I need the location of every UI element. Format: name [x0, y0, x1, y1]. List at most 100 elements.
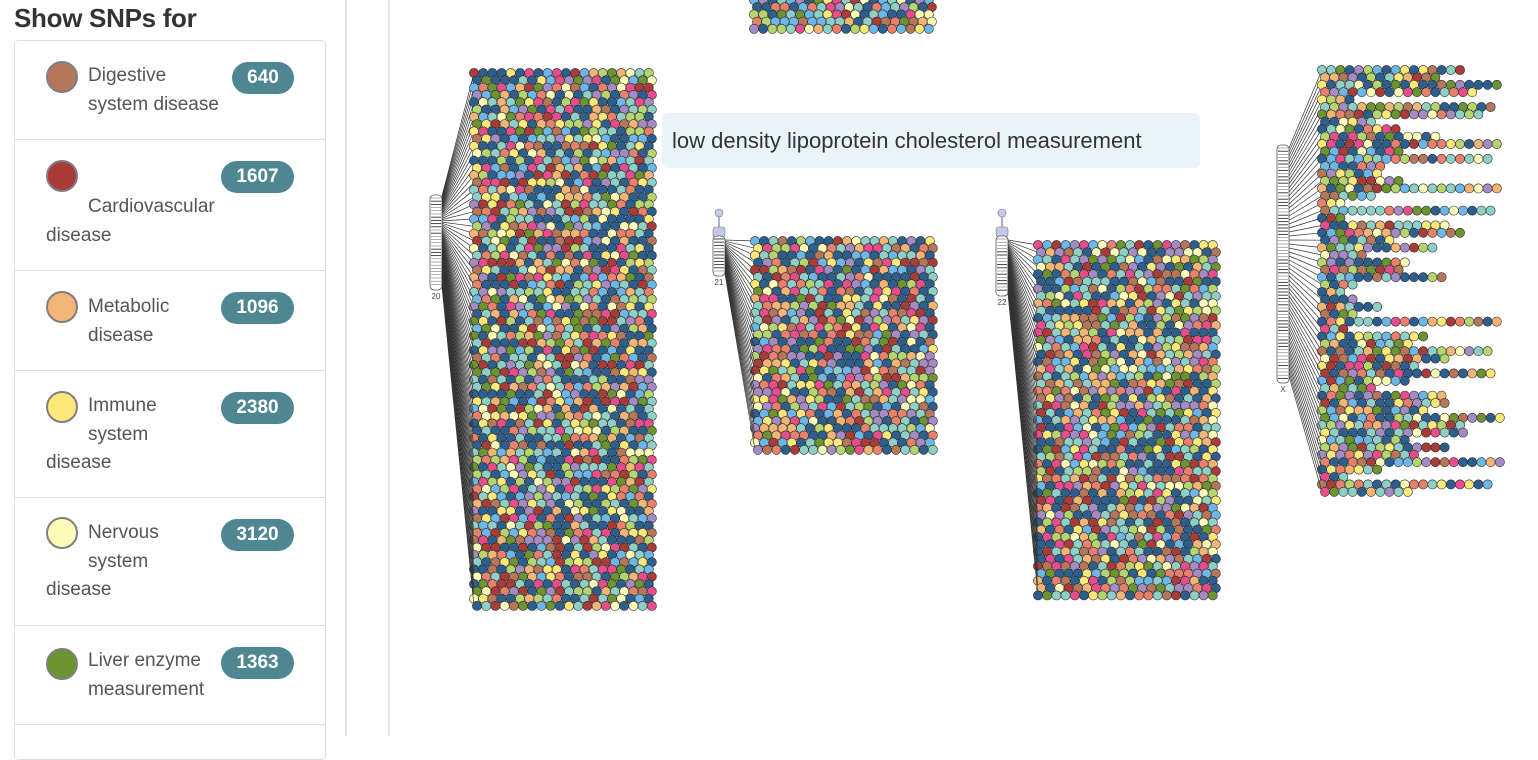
snp-dot	[1495, 458, 1504, 467]
snp-dot	[629, 601, 638, 610]
snp-dot	[887, 24, 896, 33]
filter-item-digestive[interactable]: Digestive system disease 640	[15, 41, 325, 140]
snp-dot	[897, 24, 906, 33]
snp-dot	[1458, 458, 1467, 467]
snp-dot	[906, 24, 915, 33]
snp-cluster[interactable]	[442, 68, 656, 610]
snp-dot	[1376, 88, 1385, 97]
snp-dot	[1373, 184, 1382, 193]
filter-label-line: system	[88, 547, 148, 576]
snp-cluster[interactable]	[749, 0, 936, 33]
snp-dot	[1468, 458, 1477, 467]
snp-dot	[1422, 458, 1431, 467]
immune-swatch	[46, 391, 78, 423]
snp-dot	[864, 445, 873, 454]
snp-dot	[1437, 154, 1446, 163]
count-badge: 1363	[221, 647, 294, 679]
snp-dot	[1486, 102, 1495, 111]
snp-dot	[1422, 443, 1431, 452]
snp-dot	[1468, 206, 1477, 215]
snp-dot	[836, 445, 845, 454]
snp-dot	[1400, 139, 1409, 148]
snp-dot	[1458, 369, 1467, 378]
filter-item-liver[interactable]: Liver enzyme measurement 1363	[15, 626, 325, 725]
snp-dot	[1477, 206, 1486, 215]
snp-dot	[1486, 206, 1495, 215]
snp-dot	[1449, 206, 1458, 215]
snp-dot	[1330, 487, 1339, 496]
chromosome-ideogram[interactable]: 22	[996, 236, 1008, 307]
snp-dot	[1422, 428, 1431, 437]
snp-dot	[1382, 273, 1391, 282]
snp-dot	[1431, 443, 1440, 452]
snp-dot	[1348, 280, 1357, 289]
filter-item-metabolic[interactable]: Metabolic disease 1096	[15, 271, 325, 371]
snp-dot	[1400, 273, 1409, 282]
snp-ideogram-svg[interactable]: 20 21 22 X	[390, 0, 1538, 736]
filter-label-line: Nervous	[88, 518, 159, 547]
snp-dot	[790, 445, 799, 454]
snp-dot	[772, 445, 781, 454]
snp-dot	[1428, 139, 1437, 148]
snp-cluster[interactable]	[725, 236, 937, 454]
snp-dot	[1428, 228, 1437, 237]
chromosome-ideogram[interactable]: 21	[713, 236, 725, 287]
snp-dot	[1486, 413, 1495, 422]
nervous-swatch	[46, 517, 78, 549]
snp-dot	[1492, 317, 1501, 326]
filter-item-immune[interactable]: Immune system disease 2380	[15, 371, 325, 498]
snp-dot	[1483, 347, 1492, 356]
snp-dot	[1400, 154, 1409, 163]
snp-dot	[1400, 228, 1409, 237]
snp-dot	[1382, 154, 1391, 163]
chromosome-ideogram[interactable]: X	[1277, 145, 1289, 394]
snp-dot	[1431, 398, 1440, 407]
snp-dot	[1382, 110, 1391, 119]
snp-dot	[1474, 317, 1483, 326]
snp-cluster[interactable]	[1289, 65, 1504, 496]
snp-dot	[1162, 591, 1171, 600]
snp-dot	[1348, 206, 1357, 215]
count-badge: 3120	[221, 519, 294, 551]
snp-dot	[799, 445, 808, 454]
snp-dot	[1474, 347, 1483, 356]
snp-dot	[1428, 243, 1437, 252]
snp-dot	[1043, 591, 1052, 600]
filter-item-nervous[interactable]: Nervous system disease 3120	[15, 498, 325, 626]
snp-dot	[1474, 154, 1483, 163]
snp-dot	[1446, 317, 1455, 326]
snp-dot	[1357, 487, 1366, 496]
snp-dot	[1400, 317, 1409, 326]
snp-dot	[1391, 376, 1400, 385]
snp-dot	[1403, 487, 1412, 496]
snp-dot	[1419, 317, 1428, 326]
snp-dot	[610, 601, 619, 610]
filter-label-line: Digestive	[88, 61, 166, 90]
snp-dot	[1474, 184, 1483, 193]
snp-dot	[1354, 273, 1363, 282]
snp-dot	[1403, 88, 1412, 97]
snp-dot	[1363, 273, 1372, 282]
snp-dot	[1431, 354, 1440, 363]
filter-item-next[interactable]	[15, 725, 325, 760]
snp-dot	[759, 24, 768, 33]
snp-cluster[interactable]	[1008, 240, 1220, 600]
snp-dot	[1437, 480, 1446, 489]
snp-dot	[1376, 206, 1385, 215]
snp-dot	[1144, 591, 1153, 600]
metabolic-swatch	[46, 291, 78, 323]
snp-dot	[1409, 332, 1418, 341]
snp-dot	[1403, 458, 1412, 467]
snp-dot	[1400, 243, 1409, 252]
snp-dot	[1449, 88, 1458, 97]
chromosome-ideogram[interactable]: 20	[430, 195, 442, 301]
filter-label-line: disease	[88, 321, 154, 350]
snp-dot	[1486, 369, 1495, 378]
snp-dot	[1465, 154, 1474, 163]
snp-dot	[1428, 273, 1437, 282]
snp-dot	[1422, 88, 1431, 97]
snp-dot	[1391, 243, 1400, 252]
filter-item-cardiovascular[interactable]: Cardiovascular disease 1607	[15, 140, 325, 271]
snp-dot	[1409, 154, 1418, 163]
